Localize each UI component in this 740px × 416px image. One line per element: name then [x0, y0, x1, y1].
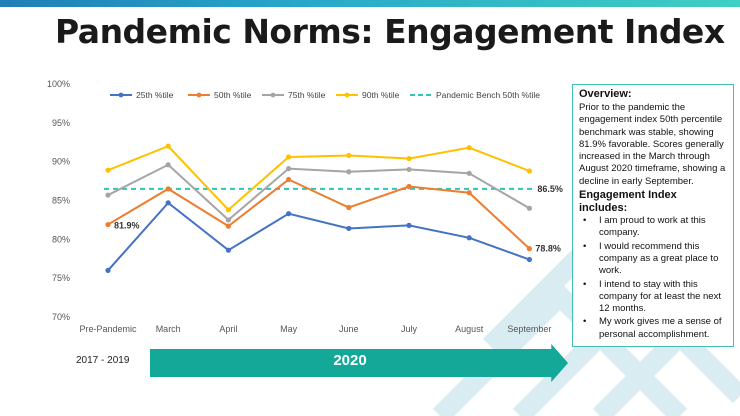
period-label: 2017 - 2019: [76, 355, 130, 366]
data-point: [526, 168, 533, 174]
data-point: [225, 207, 231, 213]
data-point: [286, 154, 292, 160]
x-tick-label: September: [507, 324, 551, 334]
x-tick-label: March: [156, 324, 181, 334]
data-label: 81.9%: [114, 221, 140, 231]
x-tick-label: April: [219, 324, 237, 334]
data-label: 78.8%: [535, 244, 561, 254]
y-tick-label: 100%: [47, 79, 70, 89]
data-point: [406, 155, 412, 162]
legend-marker: [196, 92, 202, 98]
data-point: [526, 256, 533, 263]
data-point: [406, 222, 412, 228]
y-tick-label: 85%: [52, 196, 70, 206]
y-tick-label: 95%: [52, 118, 70, 128]
data-point: [406, 166, 412, 173]
data-point: [225, 247, 231, 253]
list-item: I would recommend this company as a grea…: [579, 241, 727, 278]
legend-label: 25th %tile: [136, 90, 174, 100]
overview-panel: Overview: Prior to the pandemic the enga…: [572, 84, 734, 347]
x-tick-label: July: [401, 324, 418, 334]
year-arrow: [150, 344, 568, 382]
series-line-50th-tile: [107, 178, 531, 250]
top-accent-bar: [0, 0, 740, 7]
data-point: [105, 221, 111, 228]
includes-heading: Engagement Index includes:: [579, 189, 677, 215]
includes-list: I am proud to work at this company. I wo…: [579, 215, 727, 341]
series-line-75th-tile: [107, 163, 530, 222]
legend-label: 75th %tile: [288, 90, 326, 100]
data-point: [105, 167, 111, 173]
data-point: [225, 223, 231, 229]
data-point: [286, 211, 292, 217]
data-point: [526, 205, 533, 211]
data-point: [225, 217, 231, 223]
y-tick-label: 80%: [52, 234, 70, 244]
data-point: [286, 176, 292, 183]
y-tick-label: 90%: [52, 157, 70, 167]
data-point: [346, 152, 352, 159]
legend-label: 50th %tile: [214, 90, 252, 100]
data-point: [165, 143, 171, 149]
overview-body: Prior to the pandemic the engagement ind…: [579, 102, 726, 187]
data-point: [466, 145, 472, 151]
data-label: 86.5%: [537, 184, 563, 194]
y-tick-label: 70%: [52, 312, 70, 322]
legend-label: 90th %tile: [362, 90, 400, 100]
data-point: [406, 183, 412, 190]
list-item: I intend to stay with this company for a…: [579, 279, 727, 316]
x-tick-label: August: [455, 324, 484, 334]
data-point: [526, 246, 533, 252]
y-tick-label: 75%: [52, 273, 70, 283]
data-point: [466, 235, 472, 241]
data-point: [346, 225, 352, 232]
data-point: [105, 192, 111, 198]
data-point: [286, 166, 292, 172]
data-point: [165, 200, 171, 206]
legend-label: Pandemic Bench 50th %tile: [436, 90, 540, 100]
data-point: [466, 170, 472, 176]
list-item: I am proud to work at this company.: [579, 215, 727, 240]
year-arrow-label: 2020: [333, 352, 367, 369]
data-point: [346, 204, 352, 211]
legend-marker: [344, 92, 350, 98]
overview-heading: Overview:: [579, 88, 632, 100]
x-tick-label: June: [339, 324, 359, 334]
data-point: [105, 267, 111, 273]
list-item: My work gives me a sense of personal acc…: [579, 316, 727, 341]
data-point: [466, 190, 472, 196]
x-tick-label: Pre-Pandemic: [79, 324, 137, 334]
data-point: [346, 169, 352, 175]
page-title: Pandemic Norms: Engagement Index: [55, 12, 725, 51]
x-tick-label: May: [280, 324, 298, 334]
series-line-25th-tile: [107, 201, 530, 272]
legend-marker: [118, 92, 124, 98]
data-point: [165, 162, 171, 168]
legend-marker: [270, 92, 276, 98]
series-line-90th-tile: [107, 144, 530, 212]
data-point: [165, 186, 171, 192]
